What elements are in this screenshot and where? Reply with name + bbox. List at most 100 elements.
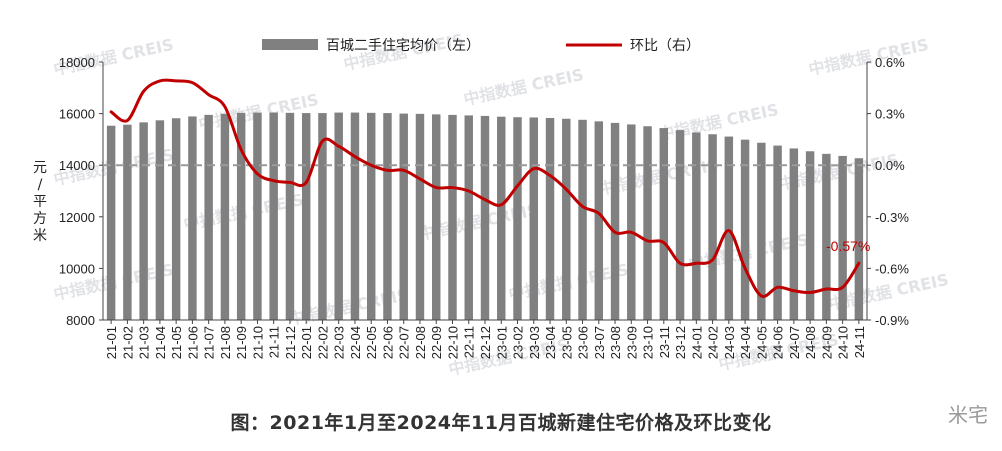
left-axis-label-char: 平 <box>33 194 47 210</box>
x-tick-label: 22-10 <box>445 326 460 359</box>
price-bar <box>610 122 620 320</box>
x-tick-label: 22-08 <box>413 326 428 359</box>
x-tick-label: 21-06 <box>185 326 200 359</box>
price-bar <box>643 126 652 321</box>
price-bar <box>366 112 376 320</box>
x-tick-label: 23-02 <box>511 326 526 359</box>
price-bar <box>529 117 538 320</box>
price-bar <box>155 120 165 320</box>
legend-line-label: 环比（右） <box>630 38 700 54</box>
x-tick-label: 21-09 <box>234 326 249 359</box>
price-bar <box>838 155 847 320</box>
price-bar <box>578 119 587 320</box>
brand-logo: 米宅 <box>948 403 988 427</box>
price-bar <box>675 130 685 320</box>
x-tick-label: 23-12 <box>673 326 688 359</box>
x-tick-label: 22-01 <box>299 326 314 359</box>
left-tick-label: 14000 <box>59 158 95 173</box>
price-bar <box>513 117 522 321</box>
right-tick-label: 0.6% <box>875 55 905 70</box>
x-tick-label: 22-02 <box>315 326 330 359</box>
x-tick-label: 23-08 <box>608 326 623 359</box>
x-tick-label: 24-06 <box>771 326 786 359</box>
price-bar <box>448 114 457 320</box>
price-bar <box>822 153 831 320</box>
legend-bar-label: 百城二手住宅均价（左） <box>326 38 480 54</box>
price-bar <box>708 134 717 320</box>
watermark-text: 中指数据 CREIS <box>807 35 930 79</box>
x-tick-label: 22-03 <box>332 326 347 359</box>
price-bar <box>562 118 571 320</box>
watermark-text: 中指数据 CREIS <box>462 65 585 109</box>
price-bar <box>789 148 799 320</box>
price-bar <box>545 117 555 321</box>
price-bar <box>139 122 148 321</box>
x-tick-label: 21-01 <box>104 326 119 359</box>
price-bar <box>318 113 327 320</box>
price-bar <box>692 132 701 320</box>
x-tick-label: 22-04 <box>348 326 363 359</box>
legend: 百城二手住宅均价（左） 环比（右） <box>262 38 700 54</box>
left-axis-label: 元/平方米 <box>33 160 47 244</box>
price-bar <box>659 128 669 320</box>
x-tick-label: 21-05 <box>169 326 184 359</box>
price-bar <box>253 112 262 320</box>
x-tick-label: 24-07 <box>787 326 802 359</box>
x-tick-label: 23-11 <box>657 326 672 358</box>
x-tick-label: 24-05 <box>754 326 769 359</box>
left-axis-label-char: / <box>38 177 43 193</box>
price-bar <box>334 112 343 320</box>
x-tick-label: 23-06 <box>576 326 591 359</box>
price-bar <box>285 112 295 320</box>
left-tick-label: 8000 <box>66 313 95 328</box>
x-tick-label: 21-08 <box>218 326 233 359</box>
price-bar <box>188 116 197 320</box>
x-tick-label: 24-10 <box>836 326 851 359</box>
price-bar <box>106 125 116 320</box>
x-tick-label: 24-02 <box>706 326 721 359</box>
x-tick-label: 24-01 <box>689 326 704 359</box>
price-bar <box>854 158 864 320</box>
price-bar <box>757 142 766 320</box>
price-bar <box>724 136 734 320</box>
last-value-annotation: -0.57% <box>826 238 870 254</box>
price-bar <box>123 124 132 320</box>
right-tick-label: -0.6% <box>875 261 909 276</box>
left-axis-label-char: 方 <box>33 211 47 227</box>
left-axis-label-char: 米 <box>33 228 47 244</box>
x-tick-label: 22-05 <box>364 326 379 359</box>
x-tick-label: 23-05 <box>559 326 574 359</box>
price-bar <box>464 115 473 320</box>
x-tick-label: 23-07 <box>592 326 607 359</box>
x-tick-label: 21-03 <box>137 326 152 359</box>
right-tick-label: -0.9% <box>875 313 909 328</box>
x-tick-label: 21-02 <box>120 326 135 359</box>
left-tick-label: 12000 <box>59 210 95 225</box>
x-tick-label: 23-04 <box>543 326 558 359</box>
price-bar <box>350 112 360 320</box>
x-tick-label: 21-10 <box>250 326 265 359</box>
watermark-text: 中指数据 CREIS <box>657 100 780 144</box>
price-bar <box>383 113 392 320</box>
price-bar <box>497 116 506 320</box>
right-tick-label: -0.3% <box>875 210 909 225</box>
price-bar <box>220 113 230 320</box>
price-bar <box>204 114 213 320</box>
x-tick-label: 22-11 <box>462 326 477 358</box>
x-tick-label: 24-04 <box>738 326 753 359</box>
x-tick-label: 24-09 <box>819 326 834 359</box>
left-tick-label: 10000 <box>59 261 95 276</box>
x-tick-label: 21-12 <box>283 326 298 359</box>
x-tick-label: 23-10 <box>641 326 656 359</box>
x-tick-label: 23-09 <box>624 326 639 359</box>
price-bar <box>773 145 782 320</box>
x-tick-label: 21-04 <box>153 326 168 359</box>
price-bar <box>805 151 815 320</box>
price-bar <box>480 115 490 320</box>
x-tick-label: 22-09 <box>429 326 444 359</box>
x-tick-label: 23-01 <box>494 326 509 359</box>
x-tick-label: 21-07 <box>202 326 217 359</box>
chart-caption: 图：2021年1月至2024年11月百城新建住宅价格及环比变化 <box>230 412 772 434</box>
left-tick-label: 16000 <box>59 107 95 122</box>
